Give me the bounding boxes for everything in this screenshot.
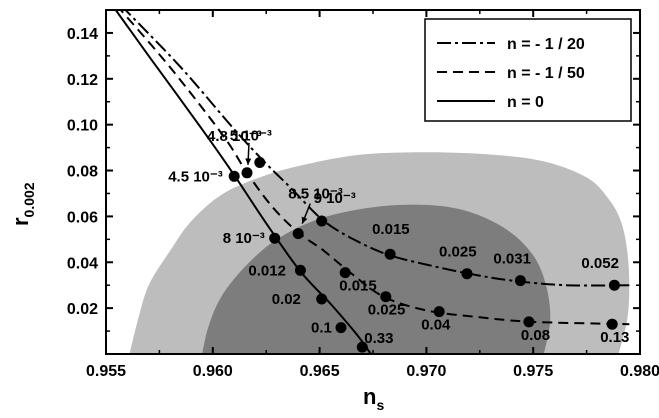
data-label: 0.025 [368,302,406,319]
legend-label: n = - 1 / 50 [507,65,585,82]
legend-box [424,18,632,122]
data-point [433,306,445,318]
data-label: 8.5 10⁻³ [288,186,343,203]
y-tick-label: 0.08 [67,164,98,181]
x-tick-label: 0.970 [406,363,446,380]
series-line-3 [114,10,372,354]
y-tick-label: 0.04 [67,255,98,272]
y-axis-title-sub: 0.002 [21,182,37,217]
data-point [523,316,535,328]
y-tick-label: 0.12 [67,72,98,89]
series-line-2 [119,10,630,326]
x-axis-ticks: 0.955 0.960 0.965 0.970 0.975 0.980 [86,10,659,380]
x-axis-title-main: n [363,384,376,409]
data-point [356,341,368,353]
data-label: 4.8 10⁻³ [207,128,262,145]
data-point [269,232,281,244]
data-point [380,291,392,303]
legend-label: n = - 1 / 20 [507,36,585,53]
x-tick-label: 0.975 [513,363,553,380]
data-label: 0.02 [272,291,301,308]
data-point [294,264,306,276]
y-tick-label: 0.06 [67,209,98,226]
data-point [316,293,328,305]
x-axis-title: ns [363,384,384,413]
data-point [606,318,618,330]
data-label: 0.015 [372,221,410,238]
y-tick-label: 0.02 [67,301,98,318]
data-point [461,268,473,280]
data-label: 0.1 [311,320,332,337]
data-point [608,279,620,291]
legend-label: n = 0 [507,94,544,111]
x-tick-label: 0.965 [300,363,340,380]
series-curves [114,10,630,354]
annotations: 5 10⁻³ 9 10⁻³ 0.015 0.025 0.031 0.052 4.8 10⁻³… [168,128,629,348]
data-point [228,170,240,182]
data-point [254,157,266,168]
data-point [339,267,351,279]
y-axis-title: r0.002 [8,182,37,226]
y-axis-ticks: 0.02 0.04 0.06 0.08 0.10 0.12 0.14 [67,26,640,332]
data-label: 0.052 [581,255,619,272]
confidence-region-inner [202,204,551,354]
data-point [384,248,396,260]
x-tick-label: 0.955 [86,363,126,380]
y-tick-label: 0.14 [67,26,98,43]
data-label: 0.015 [339,278,377,295]
data-label: 8 10⁻³ [223,230,265,247]
data-label: 0.031 [493,251,531,268]
data-point [241,167,253,179]
data-point [292,228,304,240]
x-tick-label: 0.960 [193,363,233,380]
data-label: 0.04 [421,317,451,334]
annotation-arrowhead [301,216,308,224]
data-point [316,215,328,227]
contour-regions [129,152,630,354]
data-point [514,275,526,287]
data-label: 0.012 [248,262,286,279]
legend: n = - 1 / 20 n = - 1 / 50 n = 0 [424,18,632,122]
data-label: 0.13 [600,329,629,346]
data-label: 5 10⁻³ [230,128,272,145]
x-tick-label: 0.980 [620,363,659,380]
y-tick-label: 0.10 [67,118,98,135]
series-line-1 [124,10,630,287]
data-label: 9 10⁻³ [314,190,356,207]
data-label: 0.025 [439,244,477,261]
data-label: 0.33 [364,330,393,347]
series-points [228,157,620,353]
annotation-arrowhead [245,158,252,165]
data-label: 0.08 [521,327,550,344]
data-label: 4.5 10⁻³ [168,168,223,185]
x-axis-title-sub: s [376,397,384,413]
y-axis-title-main: r [8,217,33,226]
data-point [335,322,347,334]
